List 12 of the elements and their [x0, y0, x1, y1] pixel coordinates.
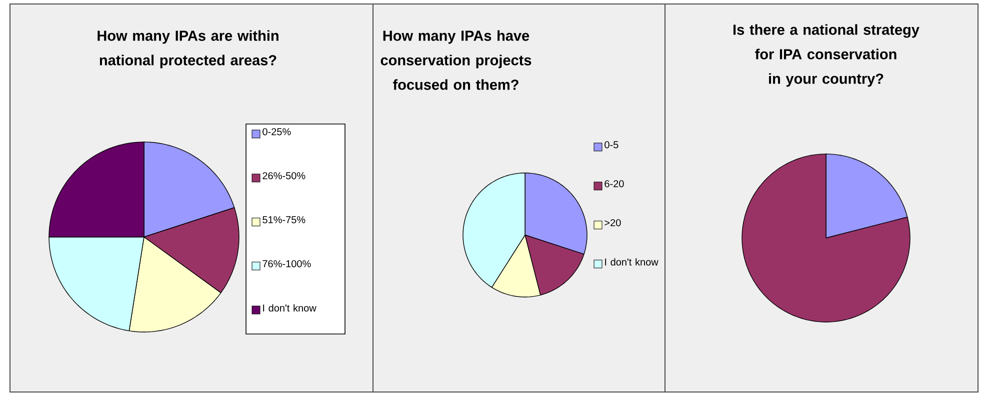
legend-label: 0-25%: [262, 128, 291, 136]
chart-title: How many IPAs are within national protected areas?: [98, 30, 278, 68]
chart-title: Is there a national strategy for IPA conservation in your country?: [734, 24, 920, 87]
legend-label: 76%-100%: [262, 260, 311, 268]
legend-label: 51%-75%: [262, 216, 306, 224]
legend-label: 0-5: [604, 141, 618, 148]
legend-label: I don't know: [605, 258, 658, 266]
chart-title: How many IPAs have conservation projects focused on them?: [380, 30, 532, 90]
legend-label: >20: [604, 219, 621, 226]
legend-label: 6-20: [604, 180, 624, 188]
legend-label: I don't know: [263, 304, 316, 312]
legend-label: 26%-50%: [262, 172, 306, 180]
